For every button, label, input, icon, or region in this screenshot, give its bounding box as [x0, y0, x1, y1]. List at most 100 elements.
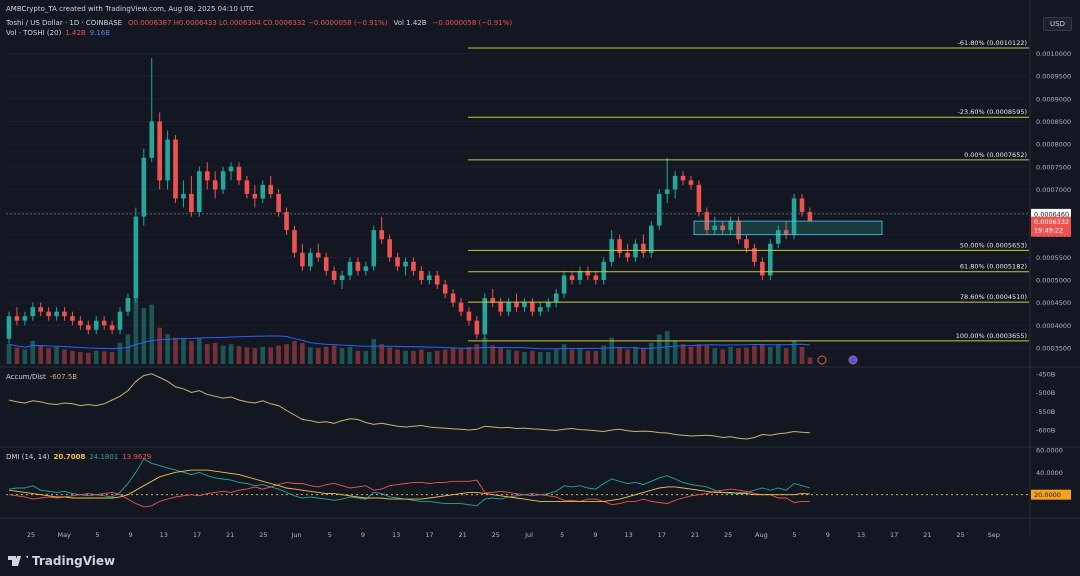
candle: [538, 302, 543, 317]
candle: [260, 180, 266, 203]
candle: [78, 316, 83, 330]
candle: [14, 307, 20, 326]
volume-bar: [617, 346, 622, 364]
volume-bar: [775, 344, 781, 364]
volume-bar: [347, 346, 353, 364]
candle-body: [228, 166, 234, 172]
volume-bar: [649, 342, 654, 364]
candle: [403, 257, 408, 276]
volume-bar: [387, 347, 392, 364]
candle: [133, 207, 139, 303]
dmi-indicator-label[interactable]: DMI (14, 14): [6, 453, 50, 461]
candle: [458, 298, 464, 317]
candle-body: [641, 243, 646, 253]
volume-bar: [458, 348, 464, 364]
volume-bar: [236, 346, 242, 364]
candle-body: [323, 257, 329, 271]
volume-bar: [78, 352, 83, 364]
volume-bar: [799, 346, 805, 364]
candle-body: [617, 239, 622, 253]
time-tick-label: 17: [193, 531, 201, 539]
candle: [284, 207, 289, 235]
volume-bar: [157, 327, 162, 364]
volume-bar: [339, 348, 345, 364]
volume-indicator-label[interactable]: Vol · TOSHI (20): [6, 29, 62, 37]
time-tick-label: 25: [956, 531, 964, 539]
candle-body: [506, 302, 511, 312]
candle: [442, 279, 448, 299]
candle: [752, 243, 757, 267]
candle-body: [347, 261, 353, 276]
di-minus-value: 13.9629: [122, 453, 152, 461]
candle-body: [791, 198, 797, 235]
fib-level-label: 61.80% (0.0005182): [960, 263, 1027, 271]
candle-body: [530, 302, 535, 312]
candle-body: [601, 261, 607, 280]
volume-bar: [783, 348, 789, 364]
volume-bar: [109, 352, 115, 364]
dmi-series-line: [8, 458, 811, 507]
currency-button[interactable]: USD: [1043, 17, 1072, 31]
volume-bar: [767, 346, 773, 364]
price-tick-label: 0.0008000: [1036, 141, 1071, 149]
volume-bar: [577, 348, 583, 364]
candle-body: [149, 121, 155, 158]
candle: [696, 180, 702, 217]
ad-line: [8, 373, 810, 440]
di-plus-value: 24.1801: [89, 453, 119, 461]
time-tick-label: 5: [793, 531, 797, 539]
candle-body: [419, 270, 424, 280]
volume-bar: [569, 349, 575, 364]
candle-body: [403, 261, 408, 267]
candle: [70, 311, 75, 326]
tradingview-logo-icon: [8, 556, 28, 566]
volume-bar: [704, 345, 710, 364]
volume-bar: [601, 345, 607, 364]
ohlc-readout: O0.0006387 H0.0006433 L0.0006304 C0.0006…: [128, 19, 388, 27]
candle: [760, 257, 765, 280]
candle-body: [244, 180, 250, 194]
candle: [331, 266, 337, 285]
time-tick-label: 5: [95, 531, 99, 539]
volume-bar: [506, 349, 511, 364]
ad-indicator-label[interactable]: Accum/Dist: [6, 373, 46, 381]
volume-bar: [419, 349, 424, 364]
ad-value: -607.5B: [49, 373, 78, 381]
volume-bar: [752, 345, 757, 364]
volume-bar: [101, 351, 107, 364]
volume-bar: [553, 349, 559, 364]
ad-tick-label: -450B: [1036, 370, 1055, 378]
tradingview-logo: TradingView: [8, 554, 115, 568]
volume-bar: [189, 340, 194, 364]
adx-value: 20.7008: [53, 453, 86, 461]
volume-bar: [355, 350, 361, 364]
candle-body: [664, 189, 670, 194]
time-tick-label: 13: [392, 531, 400, 539]
volume-bar: [228, 344, 234, 364]
dmi-tick-label: 60.0000: [1036, 447, 1063, 455]
candle: [236, 162, 242, 185]
price-tick-label: 0.0005500: [1036, 254, 1071, 262]
last-price-box: [1031, 216, 1071, 237]
candle-body: [696, 184, 702, 213]
candle: [212, 171, 218, 199]
candle-body: [649, 225, 654, 253]
volume-bar: [672, 340, 678, 364]
volume-ma-line: [8, 335, 810, 350]
candle: [46, 307, 51, 321]
candle-body: [315, 252, 321, 258]
candle-body: [276, 193, 281, 213]
candle: [300, 243, 305, 271]
volume-bar: [363, 350, 369, 364]
volume-bar: [530, 350, 535, 364]
volume-bar: [680, 344, 686, 364]
candle-body: [189, 193, 194, 213]
time-tick-label: 21: [923, 531, 931, 539]
time-tick-label: 9: [129, 531, 133, 539]
event-marker: [817, 355, 827, 365]
price-tick-label: 0.0007500: [1036, 163, 1071, 171]
symbol-title[interactable]: Toshi / US Dollar · 1D · COINBASE: [6, 19, 123, 27]
candle-body: [204, 171, 210, 181]
candle-body: [181, 193, 186, 199]
